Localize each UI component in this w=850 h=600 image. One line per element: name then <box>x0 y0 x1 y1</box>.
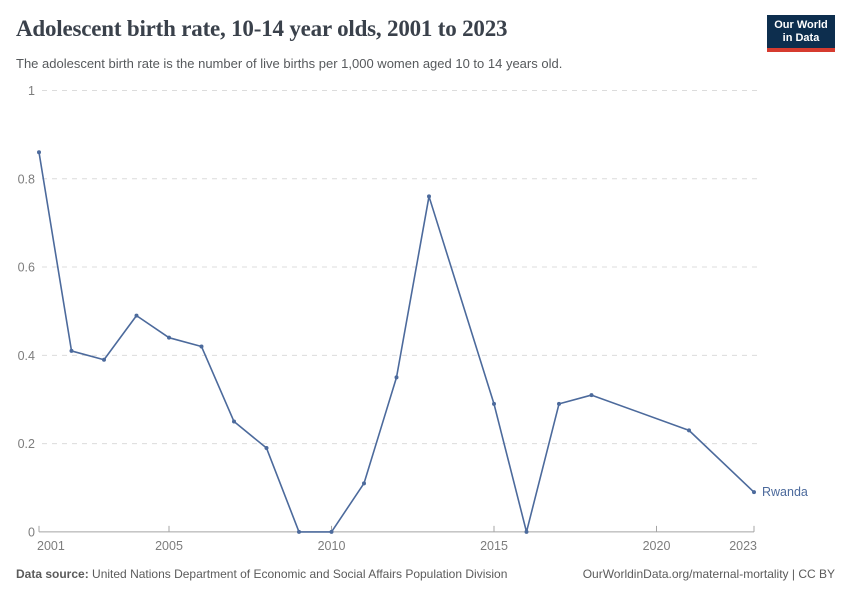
data-point-marker[interactable] <box>102 357 106 362</box>
data-point-marker[interactable] <box>264 446 269 451</box>
x-tick-label: 2015 <box>480 539 508 553</box>
y-tick-label: 1 <box>28 84 35 98</box>
data-point-marker[interactable] <box>362 481 366 486</box>
data-point-marker[interactable] <box>589 393 594 398</box>
data-point-marker[interactable] <box>557 401 561 406</box>
data-source-text: United Nations Department of Economic an… <box>92 567 508 581</box>
footer-link[interactable]: OurWorldinData.org/maternal-mortality | … <box>582 567 835 581</box>
x-tick-label: 2010 <box>318 539 346 553</box>
data-point-marker[interactable] <box>492 401 496 406</box>
x-tick-label: 2023 <box>729 539 757 553</box>
data-point-marker[interactable] <box>394 375 399 380</box>
data-point-marker[interactable] <box>167 335 171 340</box>
data-point-marker[interactable] <box>232 419 236 424</box>
y-tick-label: 0.8 <box>18 172 35 186</box>
y-tick-label: 0.6 <box>18 261 35 275</box>
data-point-marker[interactable] <box>37 150 41 155</box>
page-title: Adolescent birth rate, 10-14 year olds, … <box>16 16 508 41</box>
data-point-marker[interactable] <box>134 313 139 318</box>
data-point-marker[interactable] <box>752 490 756 495</box>
y-tick-label: 0.4 <box>18 349 35 363</box>
data-point-marker[interactable] <box>199 344 204 349</box>
owid-logo-line1: Our World <box>774 19 828 31</box>
x-tick-label: 2001 <box>37 539 65 553</box>
data-source-label: Data source: <box>16 567 89 581</box>
data-point-marker[interactable] <box>524 529 529 534</box>
y-tick-label: 0 <box>28 525 35 539</box>
data-point-marker[interactable] <box>69 348 74 353</box>
y-tick-label: 0.2 <box>18 437 35 451</box>
entity-label[interactable]: Rwanda <box>762 485 808 499</box>
data-point-marker[interactable] <box>297 529 301 534</box>
data-point-marker[interactable] <box>329 529 334 534</box>
chart-footer: Data source: United Nations Department o… <box>0 566 850 582</box>
data-point-marker[interactable] <box>427 194 431 199</box>
series-line[interactable] <box>38 152 755 533</box>
data-point-marker[interactable] <box>687 428 691 433</box>
owid-logo[interactable]: Our World in Data <box>767 15 835 52</box>
owid-logo-line2: in Data <box>782 32 820 44</box>
data-source: Data source: United Nations Department o… <box>16 566 507 582</box>
chart-subtitle: The adolescent birth rate is the number … <box>16 56 563 71</box>
x-tick-label: 2005 <box>155 539 183 553</box>
x-tick-label: 2020 <box>643 539 671 553</box>
